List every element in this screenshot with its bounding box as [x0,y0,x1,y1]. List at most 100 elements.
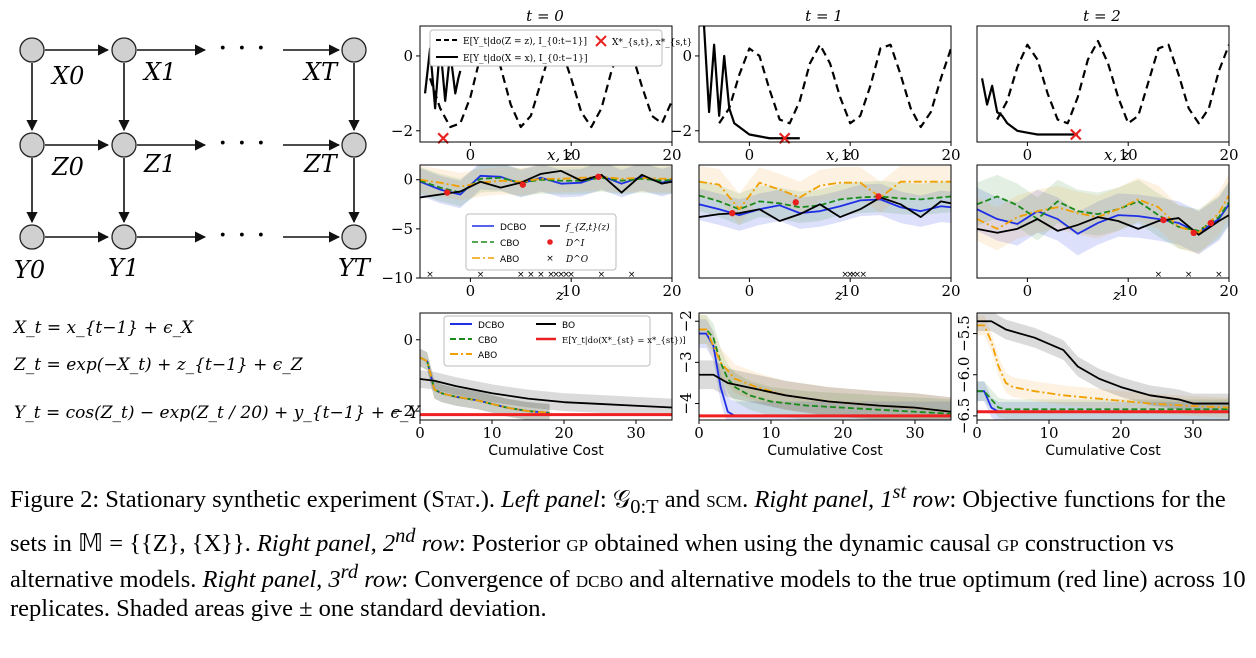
x-tick-label: 10 [841,282,860,300]
column-title-t0: t = 0 [526,7,564,25]
x-tick-label: 0 [972,424,982,442]
caption-text: : Objective functions for the sets in 𝕄 … [10,486,1226,558]
chart-panel: 0 10 20 0 −2 x, z [670,25,961,164]
observational-point: × [426,270,434,280]
caption-sup: nd [395,525,416,548]
series-line-bo [699,373,951,413]
causal-graph: · · · · · · · · · X0 X1 XT Z0 Z1 ZT Y0 Y… [14,31,372,284]
caption-gp: gp [997,530,1019,558]
plot-area [420,165,672,209]
x-tick-label: 0 [694,424,704,442]
label-z1: Z1 [143,150,176,178]
node-y0 [19,224,45,250]
legend-label: X*_{s,t}, x*_{s,t} [612,38,692,48]
y-tick-label: −6.5 [955,398,973,434]
band-cbo [977,381,1229,420]
caption-right-panel-1: Right panel, 1 [754,486,893,514]
observational-point: × [853,270,861,280]
legend-box [443,315,651,367]
interventional-point [519,181,527,188]
plot-area [699,165,951,231]
axes-frame [698,312,952,421]
x-tick-label: 0 [466,146,476,164]
x-axis-label: z [834,286,843,304]
caption-scm: scm [706,486,743,514]
y-tick-label: −4 [677,392,695,414]
series-line-eytdozz [718,43,951,129]
plot-area [423,43,672,129]
series-line-cbo [699,328,951,415]
node-xt [341,37,367,63]
node-zt [341,132,367,158]
observational-point: × [1215,270,1223,280]
equation-x: X_t = x_{t−1} + ϵ_X [12,318,194,338]
label-x1: X1 [142,58,176,86]
x-tick-label: 20 [554,424,573,442]
x-tick-label: 0 [466,282,476,300]
x-tick-label: 10 [841,146,860,164]
x-axis-label: Cumulative Cost [488,443,604,459]
x-tick-label: 20 [1111,424,1130,442]
interventional-point [729,209,736,217]
observational-point: × [567,270,575,280]
series-line-eytdozz [996,39,1229,125]
axes-frame [976,312,1230,421]
series-line-dcbo [699,198,951,217]
x-axis-label: x, z [1104,146,1130,164]
band-dcbo [420,348,550,420]
x-tick-label: 20 [1219,282,1238,300]
series-line-cbo [420,356,550,414]
node-z1 [111,132,137,158]
plot-area [977,173,1229,256]
caption-sup: rd [340,561,359,584]
legend-label: DCBO [500,223,526,233]
band-dcbo [699,319,951,420]
observational-point: × [517,270,525,280]
chart-panel: 0 10 20 x, z [976,25,1239,164]
observational-point: × [557,270,565,280]
y-tick-label: −2 [670,122,692,140]
legend-label: f_{Z,t}(z) [565,222,610,233]
node-x1 [111,37,137,63]
caption-dcbo: dcbo [575,566,624,594]
legend-swatch-optimum [595,35,607,47]
caption-text: : Convergence of [401,566,576,594]
observational-point: × [846,270,854,280]
label-y0: Y0 [14,256,45,284]
band-abo [699,315,951,420]
x-tick-label: 0 [745,146,755,164]
chart-panel: 0 10 20 0 −2 x, z [391,25,682,164]
scm-equations: X_t = x_{t−1} + ϵ_X Z_t = exp(−X_t) + z_… [12,318,421,423]
x-axis-label: Cumulative Cost [767,443,883,459]
interventional-point [444,189,451,196]
caption-text: Stationary synthetic experiment ( [105,486,432,514]
series-line-eytdozz [429,43,672,129]
ellipsis-z: · · · [218,126,266,161]
caption-text: and alternative models to the true optim… [10,566,1246,623]
equation-y: Y_t = cos(Z_t) − exp(Z_t / 20) + y_{t−1}… [14,403,421,423]
observational-point: × [527,270,535,280]
observational-point: × [1185,270,1193,280]
y-tick-label: 0 [682,47,692,65]
caption-text: : Posterior [458,530,567,558]
optimum-marker [1070,128,1082,141]
x-tick-label: 20 [662,282,681,300]
legend-label: DCBO [478,321,504,331]
caption-row: row [358,566,402,594]
legend-label: D^I [565,239,585,249]
caption-g-sub: 0:T [630,496,659,519]
label-z0: Z0 [51,153,84,181]
band-abo [977,315,1229,418]
x-tick-label: 0 [415,424,425,442]
x-tick-label: 30 [905,424,924,442]
axes-frame [419,164,673,279]
caption-right-panel-2: Right panel, 2 [256,530,396,558]
legend-label: E[Y_t|do(X*_{st} = x*_{st})] [562,335,686,346]
series-line-eytdoxx [980,78,1078,136]
observational-point: × [841,270,849,280]
y-tick-label: −3 [677,351,695,373]
caption-right-panel-3: Right panel, 3 [202,566,341,594]
caption-left-panel: Left panel [501,486,600,514]
caption-text: construction vs alternative models. [10,530,1174,594]
series-line-abo [977,324,1229,409]
